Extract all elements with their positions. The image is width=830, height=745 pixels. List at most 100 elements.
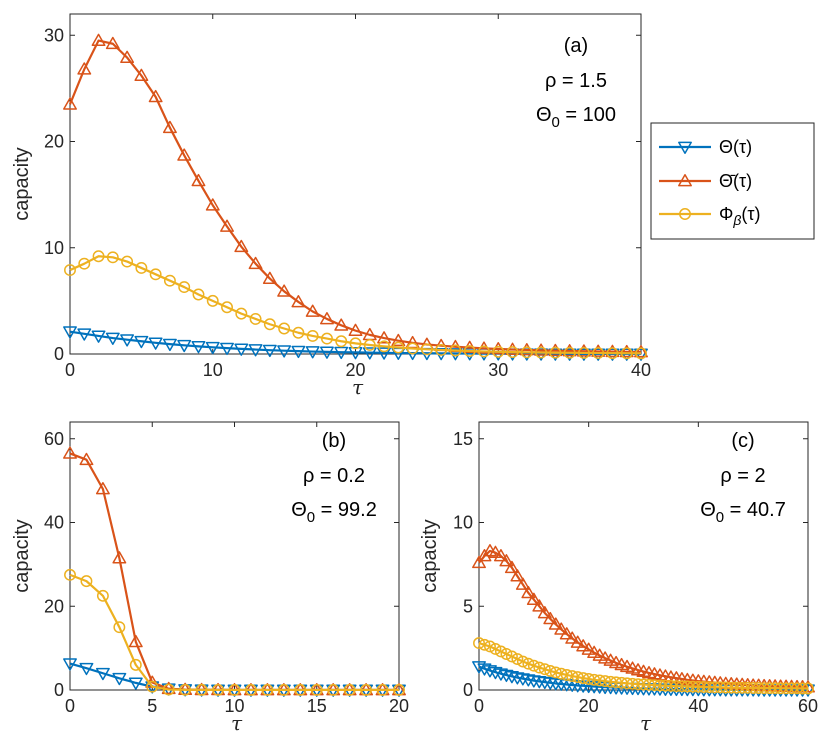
data-point	[348, 323, 363, 337]
data-point	[64, 568, 76, 581]
data-point	[620, 347, 633, 360]
data-point	[492, 345, 505, 358]
data-point	[489, 643, 502, 655]
data-point	[263, 318, 276, 331]
theta0-value: = 99.2	[315, 499, 377, 521]
legend-label-arg: (τ)	[741, 204, 760, 224]
x-axis-label: τ	[352, 375, 364, 399]
data-point	[543, 611, 558, 625]
x-tick-label: 10	[203, 360, 223, 380]
data-point	[234, 239, 249, 253]
data-point	[179, 683, 192, 696]
data-point	[64, 264, 76, 277]
data-point	[248, 344, 263, 357]
data-point	[212, 683, 225, 696]
data-point	[527, 659, 540, 672]
data-point	[334, 318, 349, 331]
data-point	[522, 657, 535, 670]
data-point	[79, 452, 94, 466]
legend-label: Θ̄(τ)	[719, 171, 752, 191]
y-tick-label: 30	[44, 25, 64, 45]
data-point	[191, 340, 206, 354]
data-point	[91, 330, 106, 343]
data-point	[205, 341, 220, 355]
data-point	[105, 332, 120, 346]
legend-marker	[678, 141, 692, 154]
data-point	[591, 344, 606, 357]
data-point	[206, 294, 219, 307]
data-point	[320, 311, 334, 325]
data-point	[565, 631, 580, 644]
data-point	[343, 684, 356, 696]
rho-label: ρ = 2	[720, 465, 765, 487]
data-point	[634, 345, 648, 358]
data-point	[96, 589, 109, 602]
data-point	[292, 326, 305, 339]
x-axis-label: τ	[640, 711, 652, 735]
data-point	[549, 666, 562, 679]
data-point	[563, 346, 576, 359]
data-point	[534, 343, 549, 356]
data-point	[484, 640, 496, 653]
x-tick-label: 30	[488, 360, 508, 380]
data-point	[571, 671, 584, 684]
theta-subscript: 0	[307, 509, 315, 526]
data-point	[796, 682, 809, 695]
data-point	[570, 635, 585, 648]
x-tick-label: 0	[65, 360, 75, 380]
data-point	[581, 642, 596, 655]
data-point	[363, 339, 376, 351]
y-tick-label: 15	[453, 429, 473, 449]
data-point	[349, 337, 362, 350]
plot-area-frame	[478, 421, 809, 691]
annotation: (a) ρ = 1.5 Θ0 = 100	[536, 35, 616, 131]
data-point	[129, 658, 142, 671]
data-point	[587, 645, 602, 659]
data-point	[500, 648, 513, 660]
data-point	[146, 680, 159, 693]
series-line	[478, 549, 809, 689]
data-point	[291, 345, 306, 359]
data-point	[560, 668, 573, 681]
data-point	[248, 256, 263, 270]
theta0-value: = 40.7	[724, 499, 786, 521]
data-point	[294, 684, 307, 696]
panel-tag: (b)	[322, 430, 346, 452]
data-point	[435, 344, 448, 356]
legend-entry: Θ(τ)	[659, 137, 752, 157]
y-axis-label: capacity	[419, 519, 441, 592]
theta0-label: Θ0 = 40.7	[700, 499, 786, 526]
data-point	[334, 346, 349, 360]
data-point	[377, 331, 391, 344]
data-point	[148, 89, 163, 103]
theta-subscript: 0	[716, 509, 724, 526]
data-point	[483, 665, 497, 678]
data-point	[106, 251, 119, 264]
data-point	[63, 446, 77, 459]
theta-symbol: Θ	[291, 499, 307, 521]
data-point	[191, 173, 206, 187]
data-point	[134, 68, 149, 82]
y-tick-label: 20	[44, 132, 64, 152]
data-point	[392, 341, 405, 354]
y-tick-label: 5	[463, 596, 473, 616]
data-point	[406, 342, 419, 355]
data-point	[521, 585, 536, 599]
data-point	[504, 671, 519, 684]
x-tick-label: 20	[389, 696, 409, 716]
data-point	[576, 344, 591, 357]
data-point	[205, 198, 220, 211]
data-point	[555, 667, 568, 680]
data-point	[634, 348, 648, 361]
data-point	[305, 304, 320, 317]
data-point	[393, 684, 405, 696]
data-point	[162, 683, 175, 696]
series-layer	[472, 544, 815, 697]
data-point	[376, 684, 389, 696]
data-point	[605, 344, 620, 358]
data-point	[548, 343, 563, 357]
series-layer	[63, 446, 406, 697]
data-point	[582, 672, 595, 685]
data-point	[535, 346, 548, 359]
